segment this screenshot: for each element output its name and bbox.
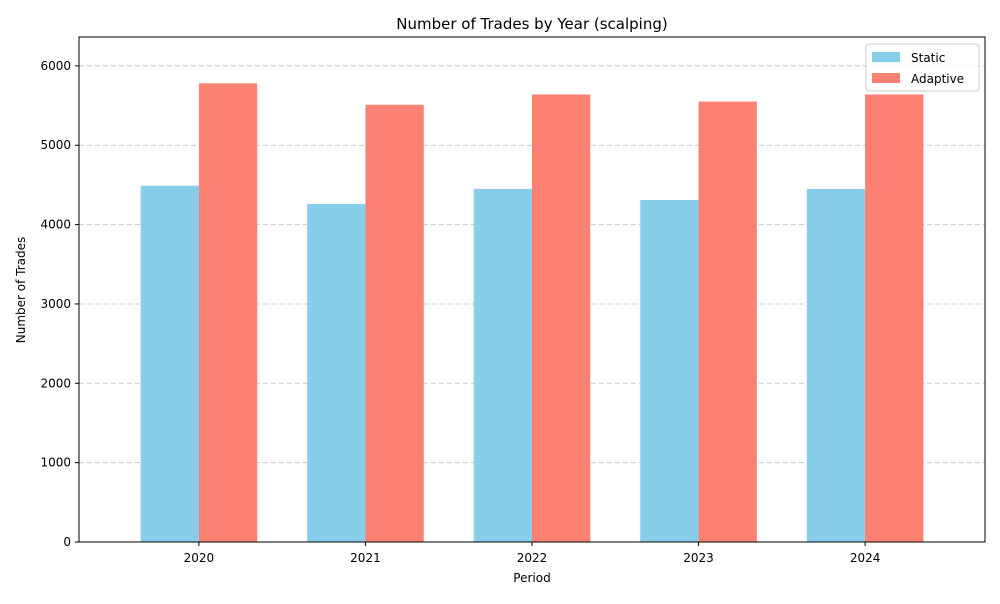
y-tick-label: 2000 [40,376,71,390]
x-tick-label: 2023 [683,551,714,565]
bars-layer [140,83,924,543]
y-tick-label: 5000 [40,138,71,152]
x-tick-label: 2022 [517,551,548,565]
y-tick-label: 6000 [40,59,71,73]
bar-adaptive-2022 [532,94,591,542]
bar-adaptive-2024 [865,94,924,542]
legend-label-static: Static [911,51,945,65]
bar-adaptive-2023 [698,101,757,542]
legend-label-adaptive: Adaptive [911,72,964,86]
chart-title: Number of Trades by Year (scalping) [396,15,667,33]
y-tick-label: 1000 [40,456,71,470]
legend-swatch-adaptive [872,73,900,83]
y-axis-label: Number of Trades [14,237,28,344]
legend-swatch-static [872,52,900,62]
x-tick-label: 2024 [850,551,881,565]
x-tick-label: 2021 [350,551,381,565]
y-tick-label: 4000 [40,218,71,232]
bar-static-2024 [806,188,866,543]
x-axis-label: Period [513,571,550,585]
y-tick-label: 0 [63,535,71,549]
bar-adaptive-2020 [198,83,258,543]
legend: Static Adaptive [865,43,980,92]
bar-static-2020 [140,185,199,542]
ticks-layer: 0 1000 2000 3000 4000 5000 6000 2020 2021 2022 202… [40,59,880,565]
bar-static-2022 [473,188,532,543]
bar-static-2023 [640,200,699,542]
x-tick-label: 2020 [184,551,215,565]
bar-adaptive-2021 [365,104,424,542]
y-tick-label: 3000 [40,297,71,311]
bar-static-2021 [307,203,366,542]
